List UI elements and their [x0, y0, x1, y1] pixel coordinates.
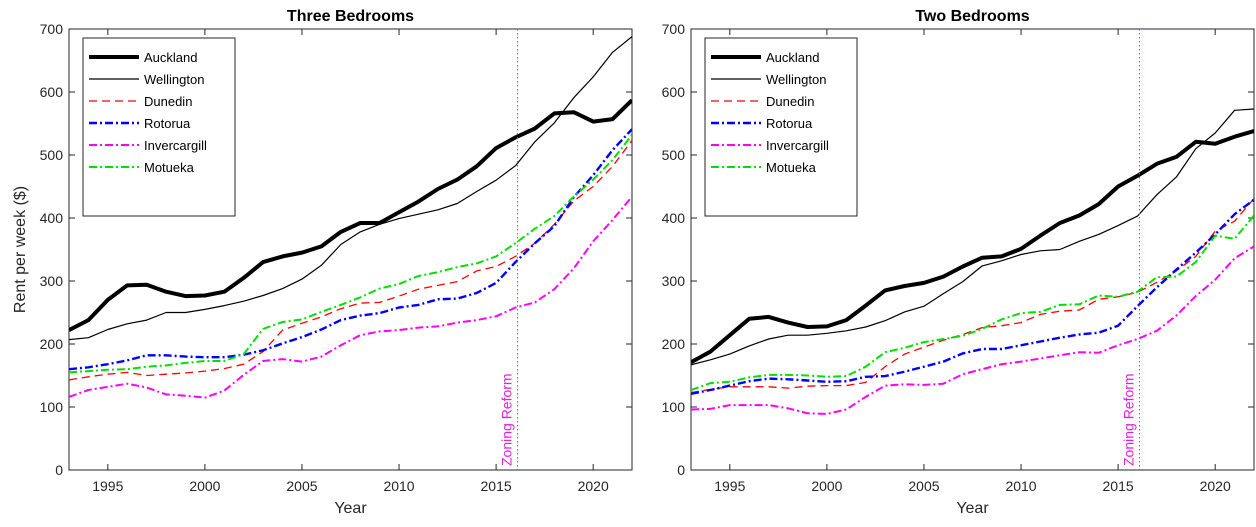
x-tick-label: 2005 — [908, 478, 939, 494]
series-line-motueka — [691, 214, 1254, 391]
legend: Auckland Wellington Dunedin Rotorua Invercar… — [704, 37, 858, 217]
chart-title: Three Bedrooms — [287, 8, 414, 25]
x-tick-label: 2020 — [1200, 478, 1231, 494]
y-tick-label: 400 — [662, 210, 686, 226]
x-axis-label: Year — [334, 500, 367, 517]
y-tick-label: 600 — [40, 84, 64, 100]
series-line-auckland — [69, 98, 632, 332]
x-tick-label: 2015 — [481, 478, 512, 494]
y-tick-label: 600 — [662, 84, 686, 100]
legend-label: Rotorua — [144, 116, 191, 131]
legend-label: Auckland — [144, 50, 197, 65]
legend-box — [704, 37, 858, 217]
x-tick-label: 1995 — [92, 478, 123, 494]
x-tick-label: 1995 — [714, 478, 745, 494]
legend: Auckland Wellington Dunedin Rotorua Invercar… — [82, 37, 236, 217]
series-line-rotorua — [69, 128, 632, 371]
legend-label: Dunedin — [144, 94, 192, 109]
series-line-auckland — [691, 129, 1254, 365]
x-tick-label: 2010 — [1005, 478, 1036, 494]
series-line-wellington — [691, 108, 1254, 366]
plot-area-frame — [690, 28, 1255, 471]
legend-label: Auckland — [766, 50, 819, 65]
y-tick-label: 500 — [662, 147, 686, 163]
chart-panel-2: 0 100 200 300 400 500 600 700 1995 2000 2005 2010 20… — [662, 8, 1255, 517]
legend-label: Motueka — [144, 160, 195, 175]
zoning-reform-label: Zoning Reform — [1120, 373, 1136, 466]
y-tick-label: 700 — [662, 21, 686, 37]
y-tick-label: 0 — [55, 462, 63, 478]
series-line-invercargill — [69, 195, 632, 399]
y-tick-label: 100 — [662, 399, 686, 415]
x-axis-label: Year — [956, 500, 989, 517]
legend-label: Wellington — [766, 72, 826, 87]
y-tick-label: 200 — [40, 336, 64, 352]
legend-label: Rotorua — [766, 116, 813, 131]
x-tick-label: 2020 — [578, 478, 609, 494]
x-tick-label: 2010 — [383, 478, 414, 494]
chart-panel-1: 0 100 200 300 400 500 600 700 1995 2000 2005 2010 20… — [12, 8, 633, 517]
y-tick-label: 200 — [662, 336, 686, 352]
series-line-dunedin — [69, 140, 632, 381]
x-tick-label: 2000 — [811, 478, 842, 494]
plot-area-frame — [68, 28, 633, 471]
y-tick-label: 0 — [677, 462, 685, 478]
series-group — [691, 108, 1254, 415]
legend-label: Invercargill — [766, 138, 829, 153]
y-tick-label: 400 — [40, 210, 64, 226]
legend-box — [82, 37, 236, 217]
legend-label: Dunedin — [766, 94, 814, 109]
x-tick-label: 2015 — [1103, 478, 1134, 494]
series-line-wellington — [69, 36, 632, 341]
legend-label: Wellington — [144, 72, 204, 87]
chart-title: Two Bedrooms — [915, 8, 1029, 25]
legend-label: Invercargill — [144, 138, 207, 153]
y-axis-label: Rent per week ($) — [12, 186, 29, 313]
zoning-reform-label: Zoning Reform — [498, 373, 514, 466]
x-tick-label: 2000 — [189, 478, 220, 494]
y-tick-label: 300 — [662, 273, 686, 289]
series-line-dunedin — [691, 198, 1254, 394]
series-group — [69, 36, 632, 399]
x-tick-label: 2005 — [286, 478, 317, 494]
y-tick-label: 500 — [40, 147, 64, 163]
y-tick-label: 700 — [40, 21, 64, 37]
y-tick-label: 100 — [40, 399, 64, 415]
series-line-invercargill — [691, 245, 1254, 415]
legend-label: Motueka — [766, 160, 817, 175]
y-tick-label: 300 — [40, 273, 64, 289]
series-line-motueka — [69, 134, 632, 374]
